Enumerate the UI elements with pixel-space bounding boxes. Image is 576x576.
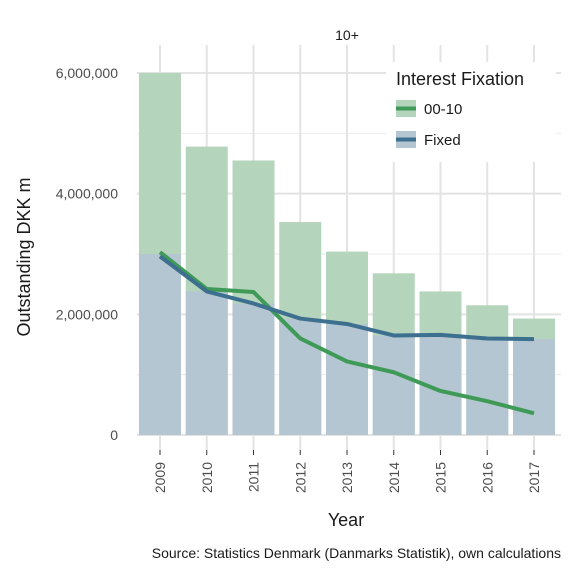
x-tick-label: 2011 <box>246 462 262 492</box>
bar-fixed-2011 <box>232 303 275 435</box>
x-tick-label: 2009 <box>152 462 168 493</box>
y-tick-label: 4,000,000 <box>56 186 118 202</box>
line-00-10 <box>158 250 535 416</box>
x-tick-label: 2013 <box>339 462 355 493</box>
legend-key-00-10 <box>396 100 416 117</box>
caption: Source: Statistics Denmark (Danmarks Sta… <box>152 545 561 561</box>
bar-fixed-2017 <box>513 339 555 435</box>
y-tick-label: 0 <box>110 427 118 443</box>
y-tick-label: 6,000,000 <box>56 65 118 81</box>
bar-fixed-2014 <box>372 335 415 435</box>
bar-fixed-2009 <box>139 254 181 435</box>
line-fixed <box>158 254 535 342</box>
legend-label-fixed: Fixed <box>424 132 461 149</box>
y-axis-title: Outstanding DKK m <box>14 177 34 336</box>
facet-title: 10+ <box>335 27 359 43</box>
x-tick-label: 2012 <box>292 462 308 493</box>
x-tick-label: 2014 <box>386 462 402 493</box>
x-tick-label: 2017 <box>526 462 542 493</box>
bar-fixed-2016 <box>466 338 509 435</box>
y-axis: 0 2,000,000 4,000,000 6,000,000 <box>56 65 119 443</box>
legend-key-fixed <box>396 131 416 148</box>
legend: Interest Fixation 00-10 Fixed <box>386 62 556 162</box>
x-tick-label: 2015 <box>433 462 449 493</box>
lines <box>158 250 535 416</box>
x-tick-label: 2016 <box>479 462 495 493</box>
x-axis: 2009 2010 2011 2012 2013 2014 2015 2016 2017 <box>152 450 542 493</box>
legend-title: Interest Fixation <box>396 69 524 89</box>
x-axis-title: Year <box>328 510 364 530</box>
y-tick-label: 2,000,000 <box>56 306 118 322</box>
bar-fixed-2010 <box>185 291 228 435</box>
x-tick-label: 2010 <box>199 462 215 493</box>
bar-fixed-2013 <box>326 323 368 435</box>
legend-label-00-10: 00-10 <box>424 101 462 118</box>
